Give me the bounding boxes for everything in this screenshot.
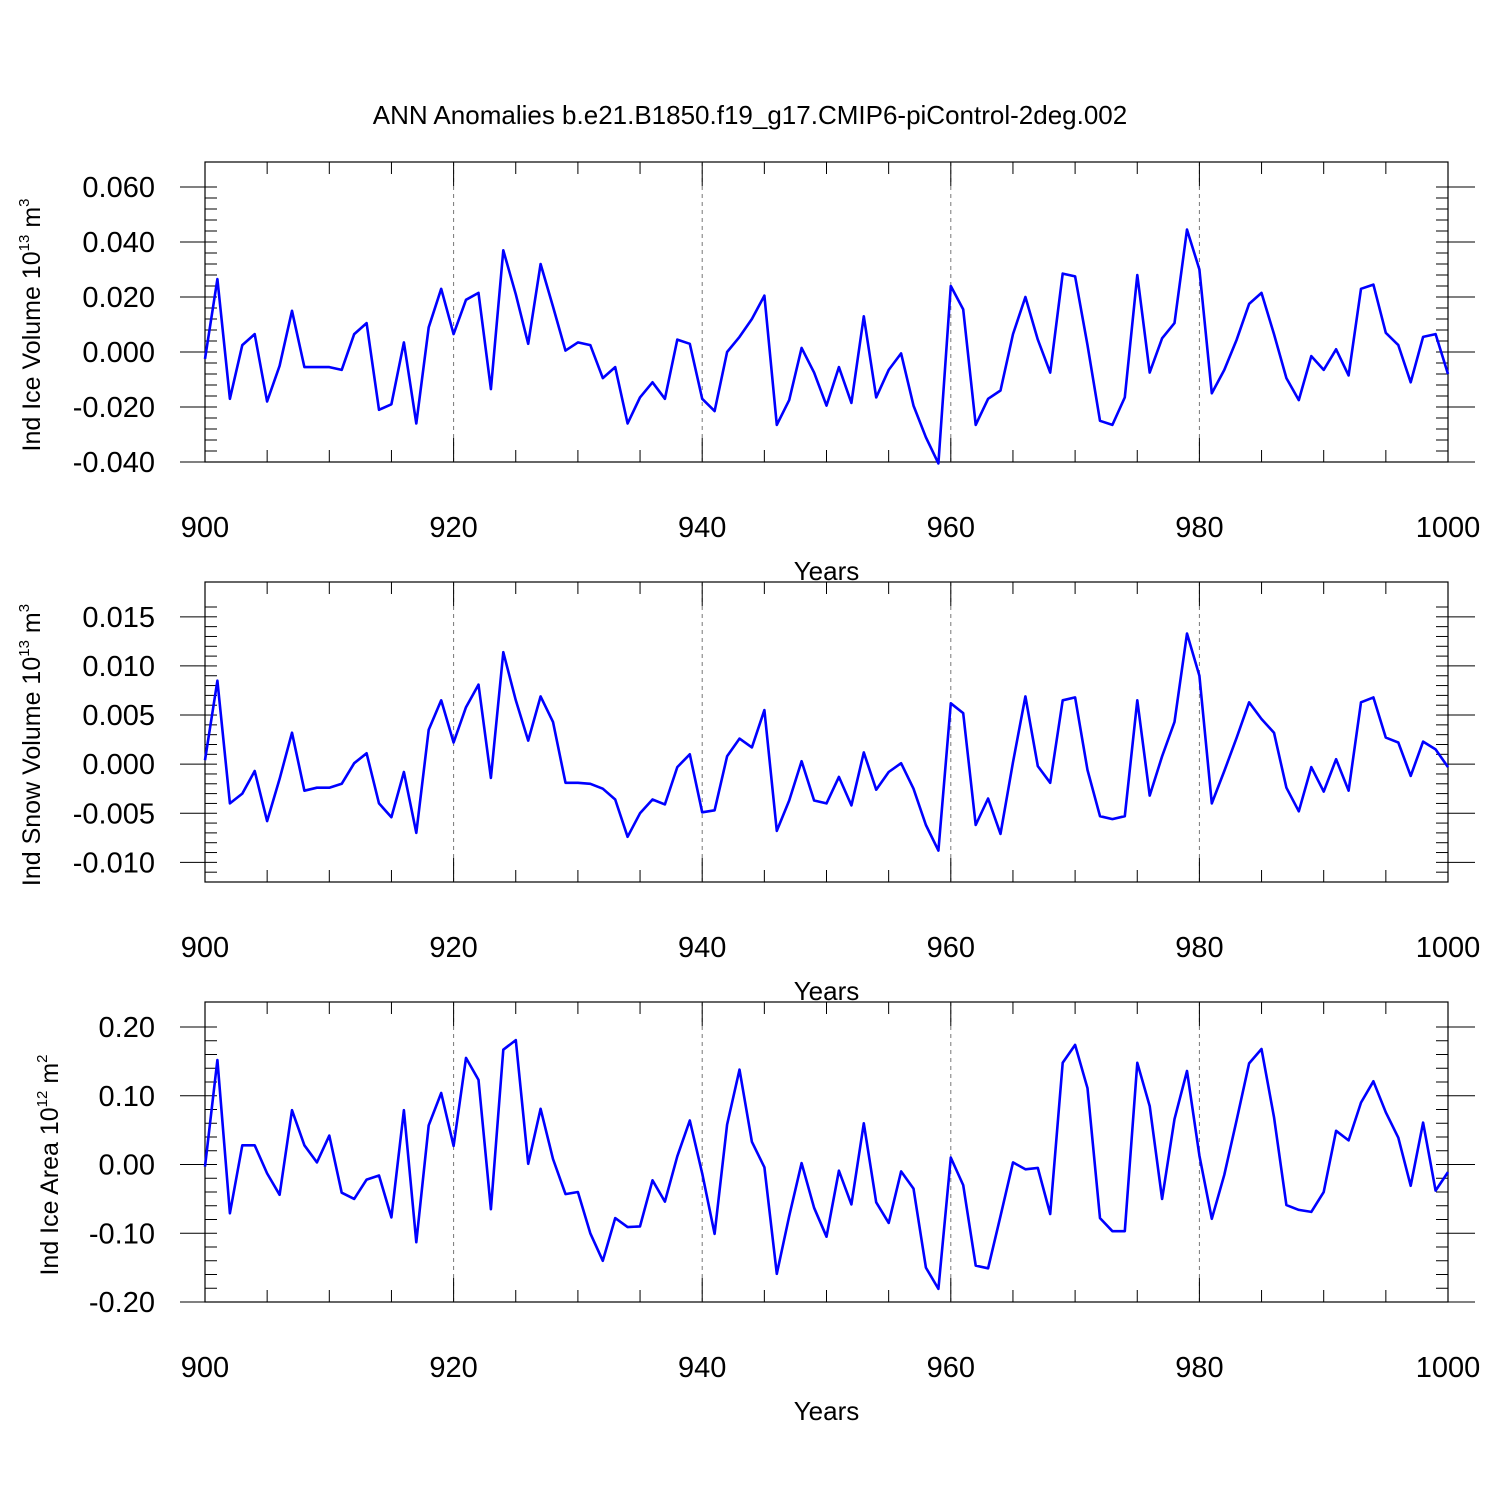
x-axis-label: Years [794, 1396, 860, 1426]
y-axis-label-unit-exponent: 2 [34, 1054, 51, 1062]
plot-frame [204, 161, 1449, 463]
y-tick-label: 0.10 [99, 1081, 155, 1113]
x-tick-label: 960 [927, 1352, 975, 1384]
y-tick-label: 0.000 [82, 337, 155, 369]
y-axis-label-unit: m [36, 1063, 64, 1084]
plot-frame [204, 1001, 1449, 1303]
y-axis-label-exponent: 12 [34, 1091, 51, 1108]
x-tick-label: 960 [927, 932, 975, 964]
y-tick-label: -0.20 [89, 1287, 155, 1319]
panel-ice-area: 900 920 940 960 980 1000 -0.20 -0.10 0.00 0.10 0.2… [34, 1001, 1481, 1426]
y-axis-label: Ind Ice Volume 1013 m3 [16, 199, 46, 452]
y-tick-label: -0.040 [73, 447, 155, 479]
panel-snow-volume: 900 920 940 960 980 1000 -0.010 -0.005 0.000 0.00… [16, 581, 1481, 1006]
series-line [203, 632, 1450, 852]
series-line [203, 1038, 1450, 1291]
x-tick-label: 900 [181, 932, 229, 964]
y-axis-label-exponent: 13 [16, 235, 33, 252]
x-tick-label: 920 [429, 512, 477, 544]
y-tick-label: 0.005 [82, 700, 155, 732]
y-tick-label: 0.015 [82, 602, 155, 634]
x-tick-label: 980 [1175, 932, 1223, 964]
y-axis-label-unit-exponent: 3 [16, 604, 33, 612]
x-axis-label: Years [794, 976, 860, 1006]
y-tick-label: 0.040 [82, 227, 155, 259]
y-tick-label: 0.060 [82, 172, 155, 204]
x-tick-label: 960 [927, 512, 975, 544]
x-tick-label: 980 [1175, 1352, 1223, 1384]
y-axis-label-text: Ind Ice Area 10 [36, 1107, 64, 1275]
y-tick-label: 0.020 [82, 282, 155, 314]
x-tick-label: 920 [429, 1352, 477, 1384]
y-tick-label: 0.20 [99, 1012, 155, 1044]
x-tick-label: 940 [678, 1352, 726, 1384]
y-axis-label-text: Ind Ice Volume 10 [18, 251, 46, 451]
y-tick-label: -0.10 [89, 1218, 155, 1250]
x-tick-label: 920 [429, 932, 477, 964]
y-tick-label: 0.000 [82, 749, 155, 781]
y-axis-label-exponent: 13 [16, 640, 33, 657]
x-tick-label: 1000 [1416, 512, 1481, 544]
x-tick-label: 940 [678, 512, 726, 544]
x-tick-label: 900 [181, 1352, 229, 1384]
x-tick-label: 940 [678, 932, 726, 964]
chart-title: ANN Anomalies b.e21.B1850.f19_g17.CMIP6-… [373, 100, 1127, 130]
y-axis-label: Ind Ice Area 1012 m2 [34, 1054, 64, 1275]
y-tick-label: 0.00 [99, 1150, 155, 1182]
series-line [203, 228, 1450, 465]
y-axis-label-text: Ind Snow Volume 10 [18, 657, 46, 886]
panel-ice-volume: 900 920 940 960 980 1000 -0.040 -0.020 0.000 0.02… [16, 161, 1481, 586]
y-axis-label-unit: m [18, 207, 46, 228]
y-tick-label: -0.010 [73, 847, 155, 879]
plot-frame [204, 581, 1449, 883]
y-axis-label-unit-exponent: 3 [16, 199, 33, 207]
x-tick-label: 1000 [1416, 1352, 1481, 1384]
y-tick-label: 0.010 [82, 651, 155, 683]
y-axis-label-unit: m [18, 612, 46, 633]
x-tick-label: 1000 [1416, 932, 1481, 964]
y-tick-label: -0.005 [73, 798, 155, 830]
y-tick-label: -0.020 [73, 392, 155, 424]
x-tick-label: 900 [181, 512, 229, 544]
x-axis-label: Years [794, 556, 860, 586]
y-axis-label: Ind Snow Volume 1013 m3 [16, 604, 46, 886]
x-tick-label: 980 [1175, 512, 1223, 544]
